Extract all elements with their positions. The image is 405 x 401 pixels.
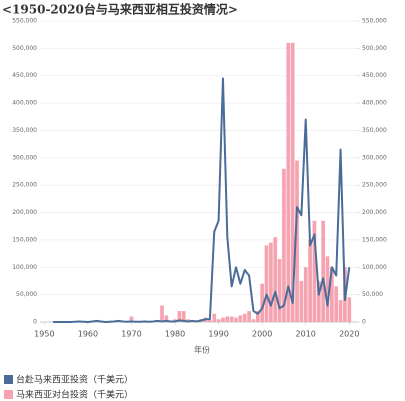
bar [273,237,278,322]
bar [238,315,243,322]
bar [321,220,326,322]
bar [299,280,304,322]
bar [212,313,217,322]
legend-swatch [4,375,13,384]
bar [251,319,256,322]
y2-tick-label: 550,000 [362,18,387,25]
x-tick-label: 2010 [296,330,316,339]
bar [264,245,269,322]
bar [295,160,299,322]
x-tick-label: 1950 [34,330,54,339]
y2-tick-label: 450,000 [362,72,387,79]
y2-tick-label: 0 [362,319,366,326]
x-axis-label: 年份 [194,345,210,355]
bar [247,311,251,322]
y-tick-label: 0 [33,319,37,326]
bar [242,313,247,322]
y2-tick-label: 50,000 [362,291,383,298]
bar [282,168,286,322]
y2-tick-label: 500,000 [362,45,387,52]
bar [216,319,221,322]
x-tick-label: 1990 [208,330,228,339]
y-tick-label: 400,000 [12,100,37,107]
y-tick-label: 550,000 [12,18,37,25]
x-tick-label: 2020 [339,330,359,339]
x-tick-label: 1980 [165,330,185,339]
y-tick-label: 500,000 [12,45,37,52]
bar [181,311,186,322]
legend-swatch [4,390,13,399]
bar [164,315,169,322]
bar [229,316,234,322]
bar [334,286,339,322]
legend-label: 台赴马来西亚投资（千美元） [16,374,133,386]
bar [208,320,212,322]
bar [316,280,321,322]
bar [225,316,230,322]
y2-tick-label: 300,000 [362,154,387,161]
bar [277,259,282,322]
x-tick-label: 2000 [252,330,272,339]
y-tick-label: 50,000 [16,291,37,298]
bar [234,317,238,322]
bar [312,220,317,322]
chart-title: <1950-2020台与马来西亚相互投资情况> [2,2,238,17]
bar [160,305,164,322]
bar [221,317,225,322]
bar [129,316,134,322]
bar [338,300,343,322]
bar [308,239,312,322]
y-tick-label: 100,000 [12,264,37,271]
y2-tick-label: 100,000 [362,264,387,271]
bar [269,242,273,322]
y2-tick-label: 400,000 [362,100,387,107]
bar [255,311,260,322]
bar [325,256,330,322]
legend-label: 马来西亚对台投资（千美元） [16,389,133,401]
y-tick-label: 300,000 [12,154,37,161]
x-tick-label: 1960 [78,330,98,339]
y-tick-label: 150,000 [12,236,37,243]
bar [260,283,265,322]
y2-tick-label: 150,000 [362,236,387,243]
y2-tick-label: 250,000 [362,182,387,189]
y-tick-label: 350,000 [12,127,37,134]
bar [290,42,295,323]
x-tick-label: 1970 [121,330,141,339]
bar [303,267,308,322]
bar [347,297,352,322]
y-tick-label: 250,000 [12,182,37,189]
line [53,77,351,323]
y2-tick-label: 200,000 [362,209,387,216]
bar [177,311,182,322]
y2-tick-label: 350,000 [362,127,387,134]
y-tick-label: 450,000 [12,72,37,79]
bar [286,42,291,323]
y-tick-label: 200,000 [12,209,37,216]
bar [330,267,334,322]
